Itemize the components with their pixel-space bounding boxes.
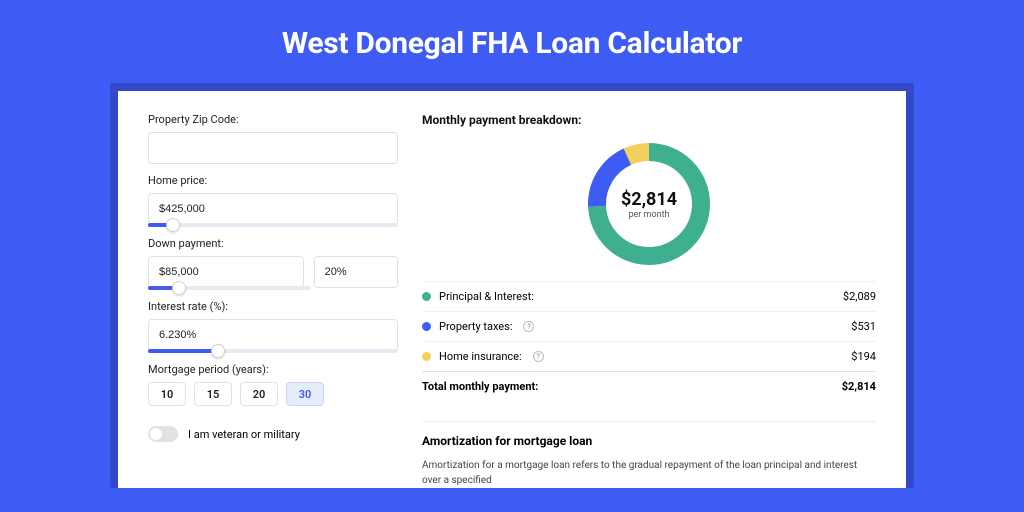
price-label: Home price: bbox=[148, 174, 398, 187]
legend-label: Property taxes: bbox=[439, 320, 512, 333]
term-option-15[interactable]: 15 bbox=[194, 382, 232, 406]
legend-row-property_taxes: Property taxes:? $531 bbox=[422, 311, 876, 341]
breakdown-title: Monthly payment breakdown: bbox=[422, 113, 876, 127]
zip-input[interactable] bbox=[148, 132, 398, 164]
total-value: $2,814 bbox=[842, 380, 876, 393]
veteran-label: I am veteran or military bbox=[188, 428, 300, 441]
donut-amount: $2,814 bbox=[621, 189, 677, 210]
form-column: Property Zip Code: Home price: Down paym… bbox=[148, 113, 398, 488]
donut-sub: per month bbox=[628, 210, 669, 220]
down-amount-input[interactable] bbox=[148, 256, 304, 288]
veteran-toggle[interactable] bbox=[148, 426, 178, 442]
down-slider-thumb[interactable] bbox=[172, 281, 186, 295]
down-pct-input[interactable] bbox=[314, 256, 398, 288]
card-shadow: Property Zip Code: Home price: Down paym… bbox=[110, 83, 914, 488]
donut-chart: $2,814 per month bbox=[584, 139, 714, 269]
calculator-card: Property Zip Code: Home price: Down paym… bbox=[118, 91, 906, 488]
legend-value: $2,089 bbox=[843, 290, 876, 303]
down-label: Down payment: bbox=[148, 237, 398, 250]
term-option-10[interactable]: 10 bbox=[148, 382, 186, 406]
donut-wrap: $2,814 per month bbox=[422, 139, 876, 269]
info-icon[interactable]: ? bbox=[533, 351, 544, 362]
legend-dot bbox=[422, 322, 431, 331]
down-slider[interactable] bbox=[148, 286, 311, 290]
price-slider-thumb[interactable] bbox=[166, 218, 180, 232]
legend-dot bbox=[422, 292, 431, 301]
price-input[interactable] bbox=[148, 193, 398, 225]
price-field: Home price: bbox=[148, 174, 398, 227]
rate-input[interactable] bbox=[148, 319, 398, 351]
donut-center: $2,814 per month bbox=[584, 139, 714, 269]
legend-value: $531 bbox=[851, 320, 876, 333]
results-column: Monthly payment breakdown: $2,814 per mo… bbox=[422, 113, 876, 488]
rate-label: Interest rate (%): bbox=[148, 300, 398, 313]
rate-field: Interest rate (%): bbox=[148, 300, 398, 353]
term-option-30[interactable]: 30 bbox=[286, 382, 324, 406]
total-row: Total monthly payment: $2,814 bbox=[422, 371, 876, 401]
amort-title: Amortization for mortgage loan bbox=[422, 421, 876, 448]
page-title: West Donegal FHA Loan Calculator bbox=[0, 0, 1024, 83]
info-icon[interactable]: ? bbox=[523, 321, 534, 332]
term-options: 10 15 20 30 bbox=[148, 382, 398, 406]
legend-row-principal_interest: Principal & Interest: $2,089 bbox=[422, 281, 876, 311]
term-field: Mortgage period (years): 10 15 20 30 bbox=[148, 363, 398, 406]
veteran-row: I am veteran or military bbox=[148, 426, 398, 442]
legend-label: Principal & Interest: bbox=[439, 290, 534, 303]
total-label: Total monthly payment: bbox=[422, 380, 538, 393]
legend-label: Home insurance: bbox=[439, 350, 522, 363]
rate-slider[interactable] bbox=[148, 349, 398, 353]
zip-field: Property Zip Code: bbox=[148, 113, 398, 164]
zip-label: Property Zip Code: bbox=[148, 113, 398, 126]
term-option-20[interactable]: 20 bbox=[240, 382, 278, 406]
legend-dot bbox=[422, 352, 431, 361]
price-slider[interactable] bbox=[148, 223, 398, 227]
term-label: Mortgage period (years): bbox=[148, 363, 398, 376]
down-field: Down payment: bbox=[148, 237, 398, 290]
legend-row-home_insurance: Home insurance:? $194 bbox=[422, 341, 876, 371]
rate-slider-thumb[interactable] bbox=[211, 344, 225, 358]
legend: Principal & Interest: $2,089 Property taxe… bbox=[422, 281, 876, 371]
legend-value: $194 bbox=[851, 350, 876, 363]
amort-body: Amortization for a mortgage loan refers … bbox=[422, 458, 876, 488]
